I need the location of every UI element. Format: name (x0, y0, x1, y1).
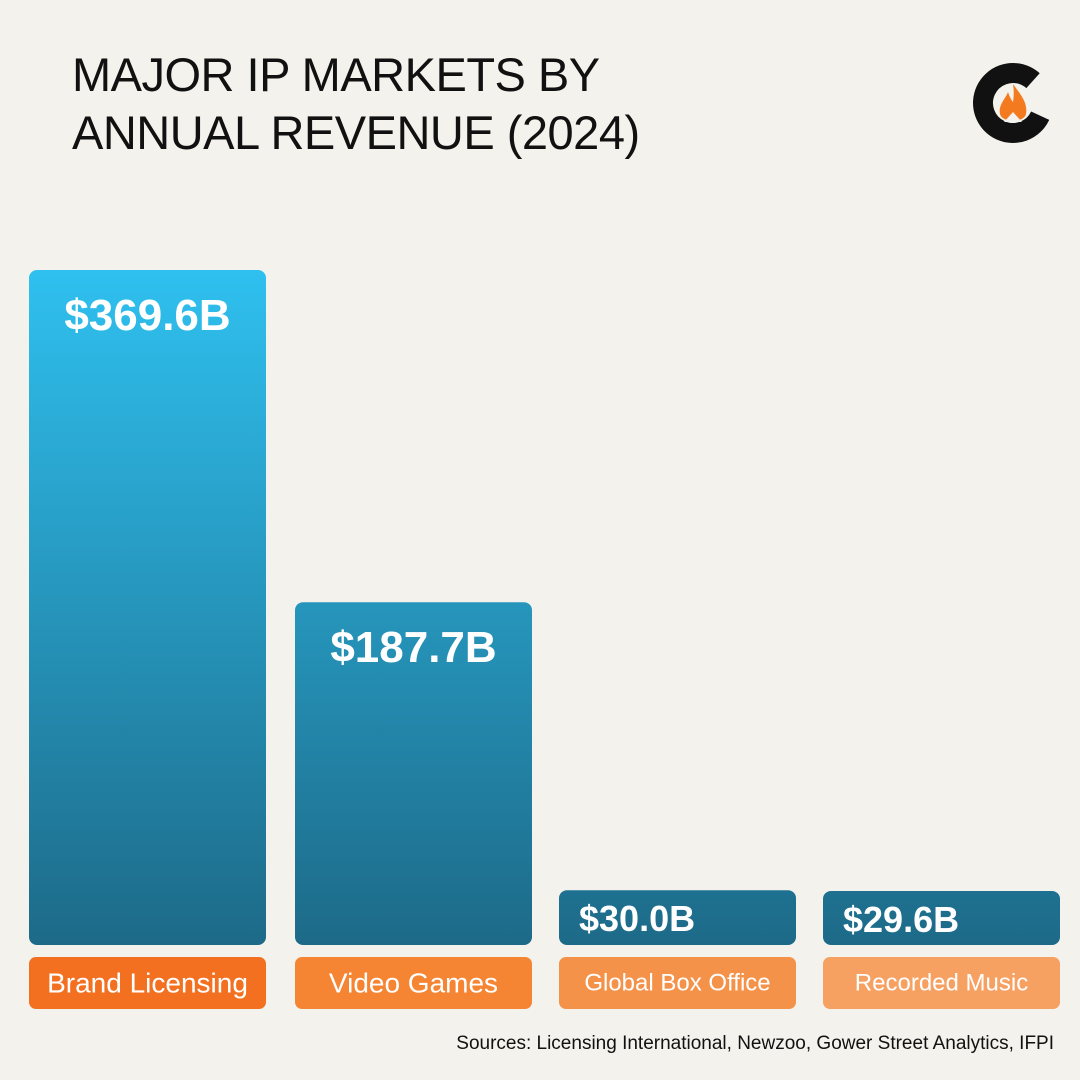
value-label-brand-licensing: $369.6B (64, 291, 230, 340)
bar-brand-licensing (29, 270, 266, 945)
category-label-video-games: Video Games (329, 968, 498, 999)
category-tag-video-games (295, 957, 532, 1009)
category-label-global-box-office: Global Box Office (584, 970, 770, 997)
category-label-brand-licensing: Brand Licensing (47, 968, 248, 999)
bar-recorded-music (823, 890, 1060, 945)
value-label-global-box-office: $30.0B (579, 898, 695, 939)
value-label-video-games: $187.7B (330, 623, 496, 672)
title-line-2: ANNUAL REVENUE (2024) (72, 106, 640, 159)
category-tag-brand-licensing (29, 957, 266, 1009)
category-label-recorded-music: Recorded Music (855, 970, 1028, 997)
bar-video-games (295, 602, 532, 945)
flame-c-logo-icon (973, 63, 1053, 143)
value-label-recorded-music: $29.6B (843, 899, 959, 940)
title-line-1: MAJOR IP MARKETS BY (72, 48, 600, 101)
category-tag-global-box-office (559, 957, 796, 1009)
category-tag-recorded-music (823, 957, 1060, 1009)
sources-note: Sources: Licensing International, Newzoo… (456, 1033, 1054, 1054)
bar-global-box-office (559, 890, 796, 945)
chart-title: MAJOR IP MARKETS BY ANNUAL REVENUE (2024… (72, 46, 640, 162)
